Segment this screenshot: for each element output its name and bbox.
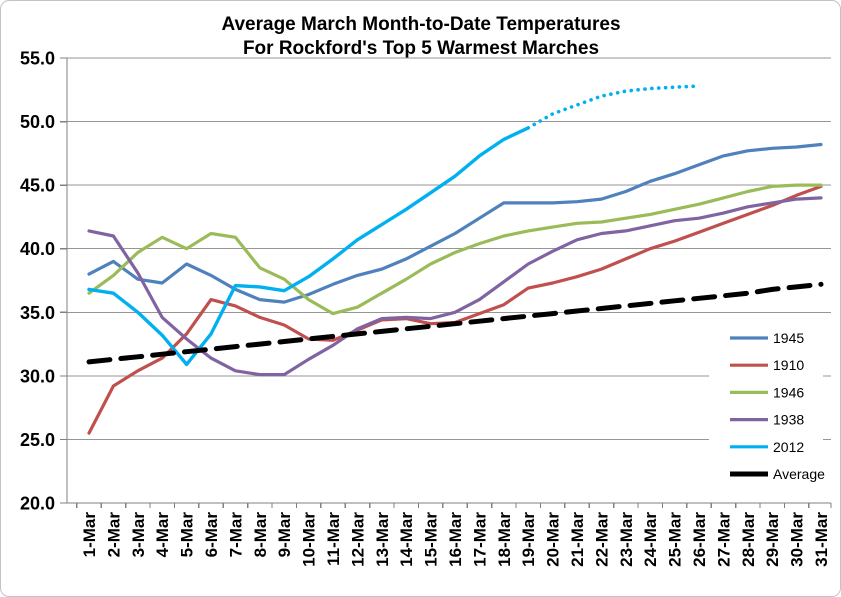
chart-layers: 55.0 50.0 45.0 40.0 35.0 30.0 25.0 20.0 1-Mar 2-M… <box>20 49 832 567</box>
axes <box>60 57 832 508</box>
x-tick-label: 3-Mar <box>129 512 148 558</box>
x-tick-label: 29-Mar <box>763 512 782 567</box>
chart-title-line2: For Rockford's Top 5 Warmest Marches <box>243 38 599 59</box>
legend-label: 1945 <box>773 330 804 346</box>
x-tick-label: 28-Mar <box>739 512 758 567</box>
x-tick-label: 7-Mar <box>226 512 245 558</box>
x-tick-label: 18-Mar <box>495 512 514 567</box>
x-tick-label: 11-Mar <box>324 512 343 566</box>
series-average <box>86 281 824 365</box>
legend: 1945 1910 1946 1938 2012 Average <box>709 324 825 486</box>
x-tick-label: 21-Mar <box>568 512 587 567</box>
x-tick-label: 4-Mar <box>153 512 172 558</box>
series-1946 <box>87 183 823 316</box>
x-tick-label: 10-Mar <box>300 512 319 567</box>
legend-item-1945: 1945 <box>730 330 804 346</box>
y-tick-label: 45.0 <box>20 176 55 196</box>
y-tick-label: 25.0 <box>20 430 55 450</box>
legend-item-1946: 1946 <box>730 384 804 400</box>
x-tick-label: 19-Mar <box>519 512 538 567</box>
series-1938 <box>87 196 823 377</box>
x-tick-label: 13-Mar <box>373 512 392 567</box>
legend-label: Average <box>773 466 825 482</box>
x-tick-label: 14-Mar <box>397 512 416 567</box>
legend-item-1938: 1938 <box>730 412 804 428</box>
x-tick-label: 27-Mar <box>714 512 733 567</box>
x-axis-labels: 1-Mar 2-Mar 3-Mar 4-Mar 5-Mar 6-Mar 7-Mar 8-Mar… <box>80 512 831 567</box>
y-axis-labels: 55.0 50.0 45.0 40.0 35.0 30.0 25.0 20.0 <box>20 49 55 514</box>
x-tick-label: 6-Mar <box>202 512 221 558</box>
x-tick-label: 8-Mar <box>251 512 270 558</box>
x-tick-label: 9-Mar <box>275 512 294 558</box>
x-tick-label: 12-Mar <box>348 512 367 567</box>
x-tick-label: 22-Mar <box>592 512 611 567</box>
x-tick-label: 30-Mar <box>788 512 807 567</box>
x-tick-label: 16-Mar <box>446 512 465 567</box>
series-2012 <box>87 84 701 367</box>
y-tick-label: 20.0 <box>20 494 55 514</box>
x-tick-label: 1-Mar <box>80 512 99 558</box>
x-tick-label: 31-Mar <box>812 512 831 567</box>
legend-label: 2012 <box>773 439 804 455</box>
x-tick-label: 2-Mar <box>104 512 123 558</box>
legend-box <box>709 324 823 486</box>
chart-title-line1: Average March Month-to-Date Temperatures <box>221 14 620 35</box>
x-tick-label: 25-Mar <box>666 512 685 567</box>
legend-item-average: Average <box>730 466 825 482</box>
legend-item-2012: 2012 <box>730 439 804 455</box>
x-tick-label: 15-Mar <box>422 512 441 567</box>
y-tick-label: 40.0 <box>20 239 55 259</box>
legend-item-1910: 1910 <box>730 357 804 373</box>
x-tick-label: 24-Mar <box>641 512 660 567</box>
x-tick-label: 20-Mar <box>544 512 563 567</box>
legend-label: 1910 <box>773 357 804 373</box>
x-tick-label: 23-Mar <box>617 512 636 567</box>
series-1945 <box>87 142 823 304</box>
legend-label: 1938 <box>773 412 804 428</box>
x-tick-label: 17-Mar <box>470 512 489 567</box>
y-tick-label: 30.0 <box>20 366 55 386</box>
x-tick-label: 5-Mar <box>178 512 197 558</box>
legend-label: 1946 <box>773 384 804 400</box>
x-tick-label: 26-Mar <box>690 512 709 567</box>
y-tick-label: 50.0 <box>20 112 55 132</box>
y-tick-label: 35.0 <box>20 303 55 323</box>
y-tick-label: 55.0 <box>20 49 55 69</box>
